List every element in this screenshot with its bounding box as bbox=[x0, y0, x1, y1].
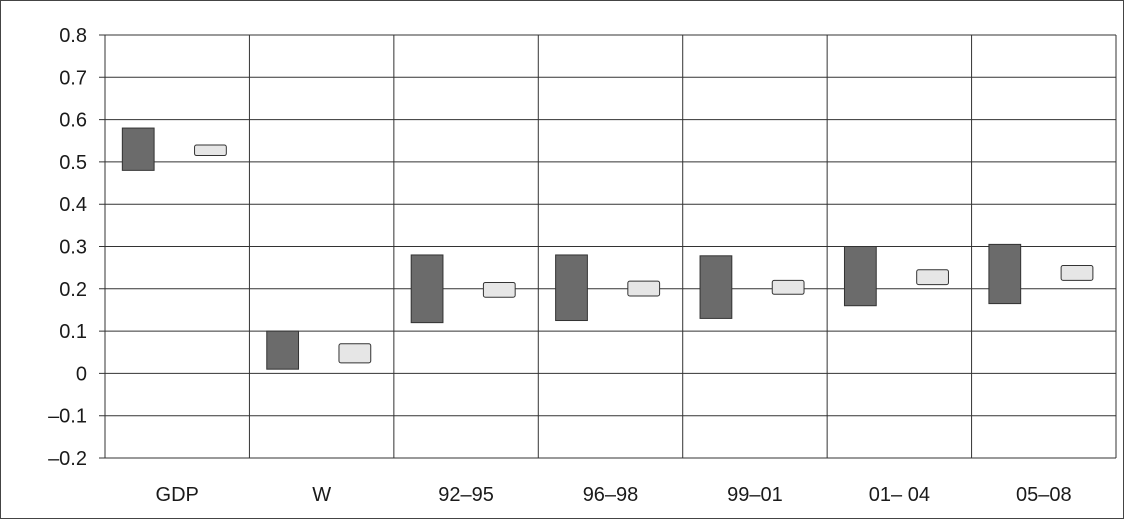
bars-layer bbox=[121, 127, 1094, 370]
y-tick-label: 0.2 bbox=[59, 279, 87, 301]
light-range-bar bbox=[1060, 265, 1094, 281]
light-range-bar bbox=[338, 343, 372, 364]
y-tick-label: 0.4 bbox=[59, 194, 87, 216]
labels-layer: 0.8 0.7 0.6 0.5 0.4 0.3 0.2 0.1 0 –0.1 –0.2 GDP W 92–… bbox=[48, 25, 1072, 506]
x-category-label: 01– 04 bbox=[869, 484, 930, 506]
dark-range-bar bbox=[266, 330, 300, 370]
x-category-label: 99–01 bbox=[727, 484, 783, 506]
x-category-label: GDP bbox=[156, 484, 199, 506]
dark-range-bar bbox=[555, 254, 588, 322]
y-tick-label: 0.1 bbox=[59, 321, 87, 343]
y-tick-label: 0.7 bbox=[59, 67, 87, 89]
y-tick-label: 0.3 bbox=[59, 237, 87, 259]
light-range-bar bbox=[627, 280, 661, 297]
y-tick-label: 0 bbox=[76, 363, 87, 385]
dark-range-bar bbox=[410, 254, 444, 324]
y-tick-label: –0.2 bbox=[48, 448, 87, 470]
y-tick-label: –0.1 bbox=[48, 406, 87, 428]
light-range-bar bbox=[482, 281, 516, 298]
y-tick-label: 0.6 bbox=[59, 110, 87, 132]
x-category-label: 92–95 bbox=[438, 484, 494, 506]
y-tick-label: 0.8 bbox=[59, 25, 87, 47]
light-range-bar bbox=[194, 144, 227, 157]
x-category-label: W bbox=[312, 484, 331, 506]
dark-range-bar bbox=[121, 127, 155, 171]
x-category-label: 05–08 bbox=[1016, 484, 1072, 506]
grid-layer bbox=[99, 34, 1117, 459]
light-range-bar bbox=[916, 269, 949, 286]
dark-range-bar bbox=[843, 246, 877, 307]
dark-range-bar bbox=[988, 243, 1022, 305]
dark-range-bar bbox=[699, 255, 733, 319]
x-category-label: 96–98 bbox=[583, 484, 639, 506]
y-tick-label: 0.5 bbox=[59, 152, 87, 174]
light-range-bar bbox=[771, 279, 805, 295]
